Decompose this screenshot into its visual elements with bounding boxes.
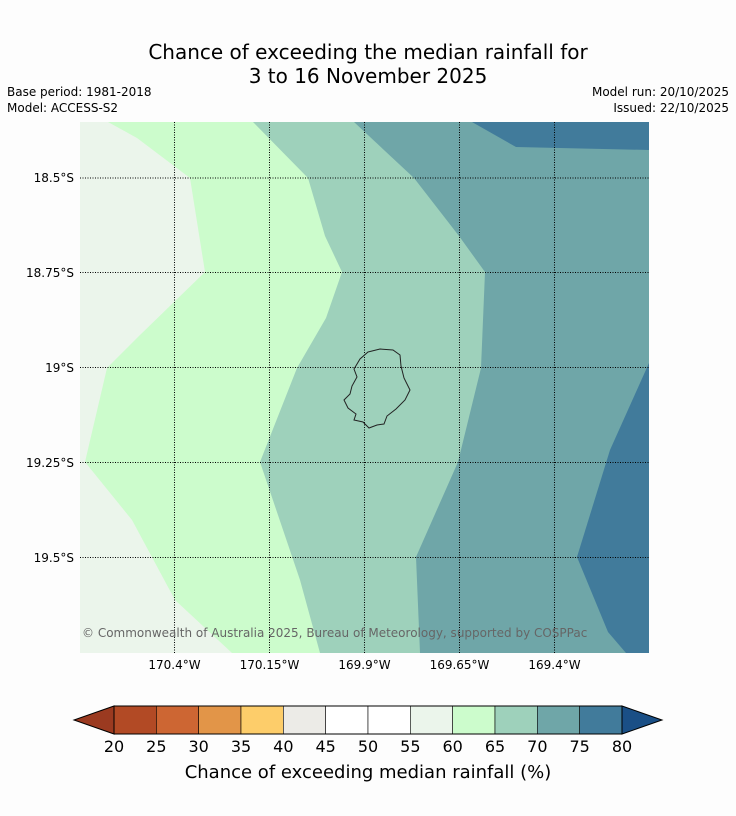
colorbar-cell-20-25 xyxy=(113,705,157,735)
colorbar-under-extension xyxy=(72,705,115,735)
lon-label-169-9: 169.9°W xyxy=(338,658,391,672)
chart-title-line-1: Chance of exceeding the median rainfall … xyxy=(148,40,588,64)
region-75-80-north xyxy=(472,122,649,150)
model-label: Model: ACCESS-S2 xyxy=(7,101,119,115)
colorbar-tick-60: 60 xyxy=(442,737,463,756)
colorbar-cell-60-65 xyxy=(452,705,496,735)
colorbar-tick-20: 20 xyxy=(103,737,125,756)
lat-label-18-5: 18.5°S xyxy=(33,171,74,185)
lon-label-169-4: 169.4°W xyxy=(528,658,581,672)
model-run-label: Model run: 20/10/2025 xyxy=(591,85,729,99)
lon-label-169-65: 169.65°W xyxy=(429,658,490,672)
colorbar-cell-35-40 xyxy=(240,705,284,735)
colorbar-cells xyxy=(113,705,623,735)
colorbar-tick-30: 30 xyxy=(188,737,209,756)
colorbar-tick-50: 50 xyxy=(357,737,379,756)
colorbar-cell-70-75 xyxy=(537,705,580,735)
colorbar-tick-45: 45 xyxy=(315,737,336,756)
island-coastline xyxy=(343,348,411,429)
issued-label: Issued: 22/10/2025 xyxy=(613,101,729,115)
lat-label-19-25: 19.25°S xyxy=(26,455,74,470)
colorbar-tick-55: 55 xyxy=(400,737,421,756)
colorbar-cell-75-80 xyxy=(579,705,623,735)
lon-label-170-15: 170.15°W xyxy=(239,658,300,672)
copyright-notice: © Commonwealth of Australia 2025, Bureau… xyxy=(82,626,587,640)
colorbar-over-extension xyxy=(621,705,664,735)
lat-label-19-5: 19.5°S xyxy=(33,550,74,565)
colorbar-tick-35: 35 xyxy=(230,737,252,756)
map-panel xyxy=(80,122,649,653)
colorbar-tick-40: 40 xyxy=(273,737,294,756)
colorbar-cell-40-45 xyxy=(283,705,326,735)
base-period-label: Base period: 1981-2018 xyxy=(7,85,152,99)
colorbar-cell-30-35 xyxy=(198,705,242,735)
colorbar-cell-65-70 xyxy=(494,705,538,735)
colorbar-outline xyxy=(113,705,623,735)
colorbar xyxy=(72,705,664,735)
colorbar-tick-25: 25 xyxy=(146,737,167,756)
colorbar-tick-80: 80 xyxy=(611,737,633,756)
colorbar-tick-70: 70 xyxy=(527,737,548,756)
colorbar-tick-75: 75 xyxy=(569,737,590,756)
region-75-80-east xyxy=(577,363,649,653)
colorbar-cell-45-50 xyxy=(325,705,369,735)
lon-label-170-4: 170.4°W xyxy=(148,658,201,672)
lat-label-18-75: 18.75°S xyxy=(26,265,74,280)
region-70-75 xyxy=(354,122,649,653)
colorbar-cell-25-30 xyxy=(156,705,199,735)
gridlines xyxy=(80,122,649,653)
colorbar-title: Chance of exceeding median rainfall (%) xyxy=(184,762,552,783)
lat-label-19: 19°S xyxy=(45,360,74,375)
colorbar-cell-55-60 xyxy=(410,705,453,735)
chart-title-line-2: 3 to 16 November 2025 xyxy=(248,64,488,88)
colorbar-cell-50-55 xyxy=(367,705,411,735)
colorbar-tick-65: 65 xyxy=(484,737,506,756)
